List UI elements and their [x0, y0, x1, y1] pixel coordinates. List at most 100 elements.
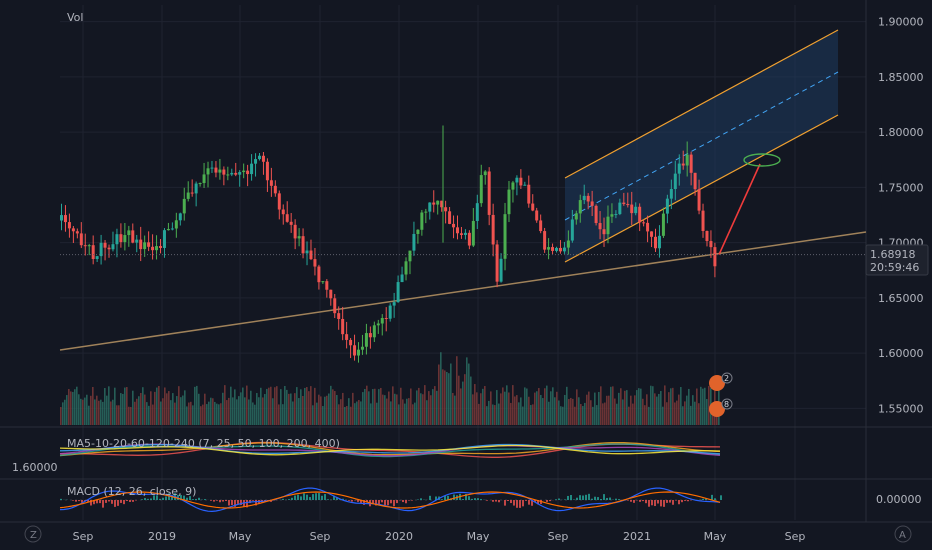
macd-histogram-bar: [645, 500, 647, 504]
macd-histogram-bar: [327, 499, 329, 500]
volume-bar: [84, 397, 86, 425]
support-trendline[interactable]: [59, 231, 867, 351]
macd-histogram-bar: [585, 494, 587, 500]
macd-histogram-bar: [678, 500, 680, 505]
macd-histogram-bar: [126, 500, 128, 502]
volume-bar: [254, 404, 256, 425]
ma-line: [59, 443, 721, 455]
volume-bar: [434, 386, 436, 425]
ma-indicator-label[interactable]: MA5-10-20-60-120-240 (7, 25, 50, 100, 20…: [67, 437, 340, 450]
volume-bar: [414, 402, 416, 425]
macd-histogram-bar: [582, 495, 584, 500]
volume-bar: [316, 402, 318, 425]
volume-bar: [264, 394, 266, 425]
volume-bar: [504, 391, 506, 425]
macd-histogram-bar: [408, 500, 410, 501]
volume-bar: [498, 403, 500, 425]
candle-body: [570, 219, 574, 241]
volume-bar: [582, 406, 584, 425]
macd-histogram-bar: [660, 500, 662, 507]
macd-histogram-bar: [519, 500, 521, 508]
volume-bar: [594, 392, 596, 425]
macd-histogram-bar: [675, 500, 677, 501]
candle-body: [337, 313, 341, 319]
volume-bar: [676, 400, 678, 425]
macd-histogram-bar: [669, 500, 671, 503]
macd-histogram-bar: [441, 499, 443, 500]
price-tick-label: 1.85000: [878, 71, 924, 84]
macd-histogram-bar: [393, 500, 395, 507]
volume-bar: [346, 406, 348, 425]
auto-scale-icon[interactable]: A: [894, 525, 912, 543]
macd-histogram-bar: [651, 500, 653, 506]
macd-indicator-pane: [59, 487, 722, 513]
z-icon[interactable]: Z: [24, 525, 42, 543]
volume-bar: [104, 388, 106, 425]
candle-body: [543, 231, 547, 250]
price-tick-label: 1.60000: [878, 347, 924, 360]
volume-bar: [436, 390, 438, 425]
volume-bar: [166, 393, 168, 425]
candle-body: [321, 281, 325, 283]
volume-bar: [246, 385, 248, 425]
price-axis[interactable]: 1.900001.850001.800001.750001.700001.650…: [878, 16, 924, 416]
volume-bar: [130, 406, 132, 425]
volume-bar: [290, 393, 292, 425]
volume-bar: [190, 401, 192, 425]
macd-histogram-bar: [495, 500, 497, 502]
candle-body: [638, 206, 642, 223]
macd-histogram-bar: [141, 499, 143, 500]
price-tick-label: 1.75000: [878, 181, 924, 194]
macd-histogram-bar: [534, 500, 536, 502]
volume-bar: [310, 386, 312, 425]
volume-bar: [706, 399, 708, 425]
macd-histogram-bar: [396, 500, 398, 504]
macd-histogram-bar: [222, 500, 224, 502]
macd-histogram-bar: [87, 500, 89, 502]
macd-histogram-bar: [588, 493, 590, 500]
candle-body: [614, 214, 618, 216]
volume-bar: [618, 392, 620, 425]
volume-bar: [324, 396, 326, 425]
volume-bar: [138, 396, 140, 425]
macd-histogram-bar: [234, 500, 236, 507]
macd-histogram-bar: [528, 500, 530, 505]
candle-body: [456, 227, 459, 234]
regression-channel[interactable]: [564, 29, 839, 263]
volume-bar: [194, 386, 196, 425]
macd-histogram-bar: [549, 500, 551, 502]
candle-body: [424, 211, 428, 213]
candle-body: [372, 325, 376, 338]
candle-body: [210, 167, 214, 169]
volume-badges[interactable]: 28: [709, 372, 733, 417]
volume-bar: [654, 393, 656, 425]
volume-bar: [426, 400, 428, 425]
macd-histogram-bar: [375, 500, 377, 506]
volume-bar: [602, 403, 604, 425]
volume-bar: [658, 393, 660, 425]
volume-bar: [598, 391, 600, 425]
volume-bar: [666, 402, 668, 425]
macd-histogram-bar: [687, 500, 689, 502]
volume-bar: [110, 401, 112, 425]
volume-bar: [678, 394, 680, 425]
drawing-annotations[interactable]: [60, 153, 866, 256]
time-axis[interactable]: Sep 2019 May Sep 2020 May Sep 2021 May Sep: [73, 530, 806, 543]
channel-upper-line: [564, 29, 839, 179]
volume-bar: [350, 406, 352, 425]
candle-body: [681, 163, 685, 166]
volume-bar: [470, 376, 472, 425]
macd-histogram-bar: [618, 499, 620, 500]
candle-body: [258, 155, 261, 160]
volume-bar: [152, 404, 154, 425]
macd-histogram-bar: [603, 494, 605, 500]
volume-bar: [172, 393, 174, 425]
candle-body: [495, 244, 499, 282]
candle-body: [459, 233, 463, 235]
candle-body: [483, 171, 487, 176]
macd-histogram-bar: [348, 500, 350, 501]
volume-bar: [292, 401, 294, 425]
volume-bar: [244, 397, 246, 425]
macd-indicator-label[interactable]: MACD (12, 26, close, 9): [67, 485, 196, 498]
